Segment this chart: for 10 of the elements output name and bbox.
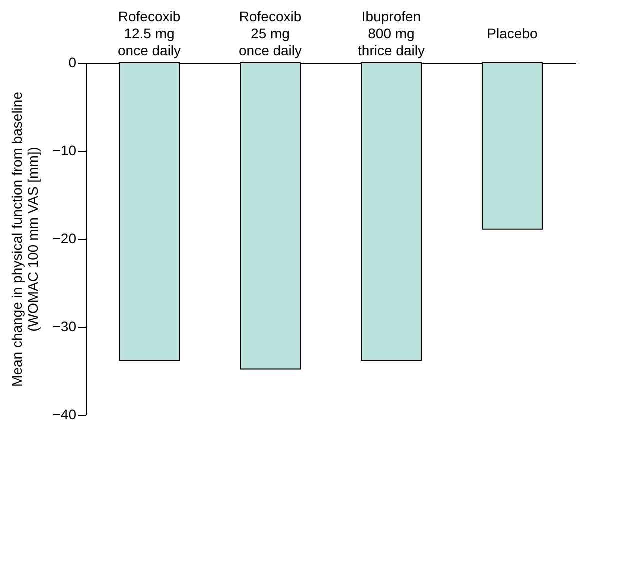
y-tick-label: −10 xyxy=(52,142,77,158)
x-tick-label: Rofecoxib 12.5 mg once daily xyxy=(118,8,182,58)
y-tick-label: −30 xyxy=(52,318,77,334)
x-tick-label: Rofecoxib 25 mg once daily xyxy=(238,8,302,58)
y-tick-label: −20 xyxy=(52,230,77,246)
x-tick-label: Ibuprofen 800 mg thrice daily xyxy=(358,8,425,58)
y-tick-label: 0 xyxy=(68,54,77,70)
x-tick-label: Placebo xyxy=(487,26,538,42)
y-tick-label: −40 xyxy=(52,406,77,422)
y-axis-title: Mean change in physical function from baseline (WOMAC 100 mm VAS [mm]) xyxy=(8,92,41,387)
